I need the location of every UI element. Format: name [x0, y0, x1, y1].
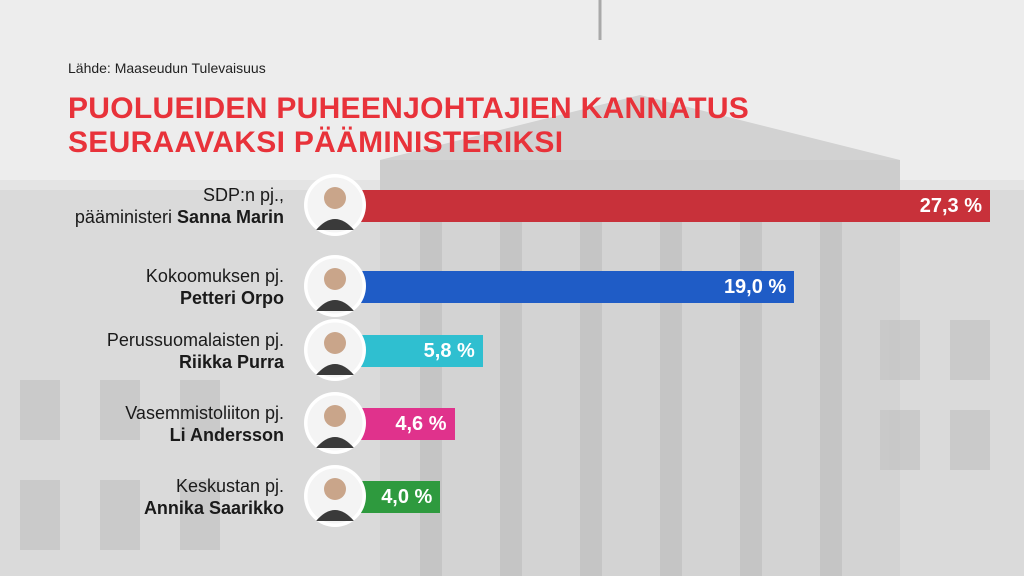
portrait-icon — [304, 174, 366, 236]
party-role-label: Vasemmistoliiton pj. — [125, 403, 284, 423]
chart-title-line2: SEURAAVAKSI PÄÄMINISTERIKSI — [68, 126, 564, 159]
portrait-icon — [304, 319, 366, 381]
person-name: Sanna Marin — [176, 207, 284, 227]
bar-value-label: 4,0 % — [381, 486, 433, 508]
portrait-icon — [304, 465, 366, 527]
bar-mark: 5,8 % — [346, 335, 483, 367]
portrait-icon — [304, 392, 366, 454]
portrait-icon — [304, 255, 366, 317]
chart-title: PUOLUEIDEN PUHEENJOHTAJIEN KANNATUS SEUR… — [68, 92, 968, 160]
title-prefix: pääministeri — [74, 207, 177, 227]
person-name: Petteri Orpo — [179, 288, 284, 308]
chart-title-line1: PUOLUEIDEN PUHEENJOHTAJIEN KANNATUS — [68, 92, 750, 125]
party-role-label: Keskustan pj. — [175, 476, 284, 496]
person-name-line: Li Andersson — [0, 424, 284, 446]
chart-row: 4,6 % Vasemmistoliiton pj. Li Andersson — [0, 392, 1024, 456]
chart-row: 5,8 % Perussuomalaisten pj. Riikka Purra — [0, 319, 1024, 383]
bar-value-label: 4,6 % — [395, 413, 447, 435]
bar-category-label: SDP:n pj., pääministeri Sanna Marin — [0, 184, 284, 228]
chart-row: 27,3 % SDP:n pj., pääministeri Sanna Marin — [0, 174, 1024, 238]
bar-mark: 27,3 % — [346, 190, 990, 222]
party-role-label: SDP:n pj., — [202, 185, 284, 205]
party-role-label: Perussuomalaisten pj. — [106, 330, 284, 350]
person-name-line: Annika Saarikko — [0, 497, 284, 519]
chart-row: 19,0 % Kokoomuksen pj. Petteri Orpo — [0, 255, 1024, 319]
bar-value-label: 27,3 % — [919, 195, 982, 217]
person-name-line: Riikka Purra — [0, 351, 284, 373]
person-name: Annika Saarikko — [143, 498, 284, 518]
party-role-label: Kokoomuksen pj. — [145, 266, 284, 286]
person-name-line: Petteri Orpo — [0, 287, 284, 309]
bar-category-label: Perussuomalaisten pj. Riikka Purra — [0, 329, 284, 373]
chart-row: 4,0 % Keskustan pj. Annika Saarikko — [0, 465, 1024, 529]
bar-mark: 19,0 % — [346, 271, 795, 303]
person-name-line: pääministeri Sanna Marin — [0, 206, 284, 228]
person-name: Riikka Purra — [178, 352, 284, 372]
bar-category-label: Keskustan pj. Annika Saarikko — [0, 475, 284, 519]
source-label: Lähde: Maaseudun Tulevaisuus — [68, 60, 266, 76]
person-name: Li Andersson — [169, 425, 284, 445]
bar-value-label: 5,8 % — [423, 340, 475, 362]
bar-value-label: 19,0 % — [723, 276, 787, 298]
bar-category-label: Kokoomuksen pj. Petteri Orpo — [0, 265, 284, 309]
bar-category-label: Vasemmistoliiton pj. Li Andersson — [0, 402, 284, 446]
